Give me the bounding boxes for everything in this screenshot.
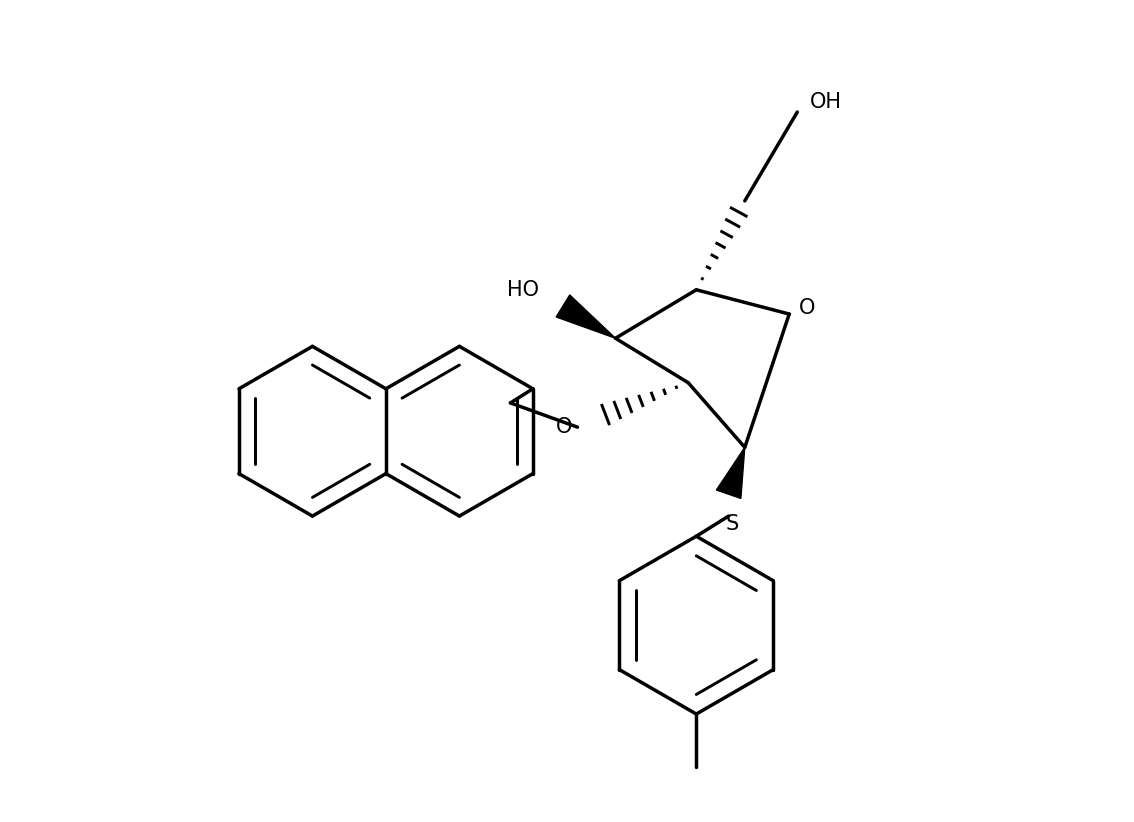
- Text: HO: HO: [507, 279, 539, 300]
- Text: O: O: [557, 417, 573, 437]
- Text: S: S: [726, 514, 739, 533]
- Text: OH: OH: [810, 92, 841, 113]
- Polygon shape: [717, 447, 745, 498]
- Text: O: O: [799, 298, 815, 317]
- Polygon shape: [556, 295, 616, 339]
